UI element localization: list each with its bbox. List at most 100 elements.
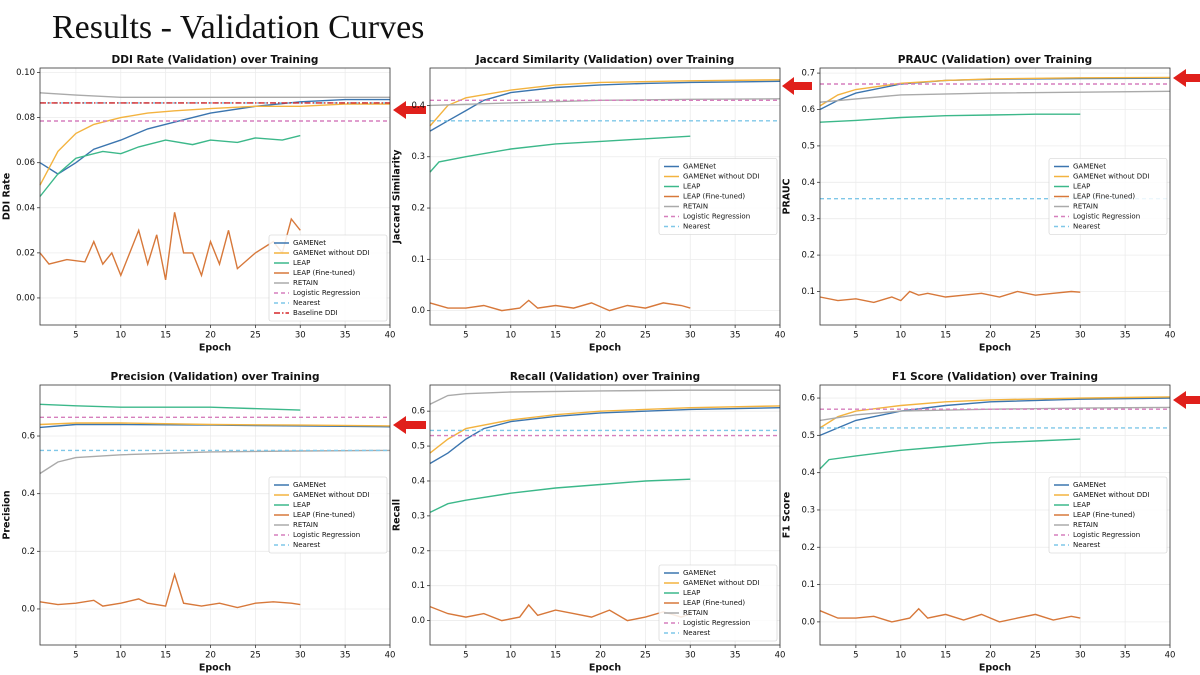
legend-label: GAMENet <box>1073 163 1106 171</box>
x-tick-label: 35 <box>340 651 351 661</box>
x-tick-label: 20 <box>595 651 606 661</box>
y-axis-label: Recall <box>392 499 403 531</box>
legend-label: Nearest <box>1073 223 1101 231</box>
series-line <box>39 422 391 427</box>
x-tick-label: 20 <box>985 651 996 661</box>
chart-panel: Recall (Validation) over Training Epoch Re… <box>392 371 786 674</box>
x-tick-label: 35 <box>1120 651 1131 661</box>
x-tick-label: 40 <box>385 331 396 341</box>
plot-frame <box>819 67 1171 326</box>
legend-label: Logistic Regression <box>293 531 360 539</box>
legend-label: Nearest <box>683 629 711 637</box>
legend-label: LEAP (Fine-tuned) <box>683 193 745 201</box>
legend-label: Baseline DDI <box>293 309 338 317</box>
y-tick-label: 0.4 <box>411 101 425 111</box>
series-line <box>39 98 390 175</box>
x-tick-label: 35 <box>730 651 741 661</box>
legend-box <box>1048 158 1168 235</box>
legend: GAMENet GAMENet without DDI LEAP LEAP (Fine… <box>658 564 778 642</box>
series-line <box>819 607 1081 623</box>
plot-frame <box>819 384 1171 646</box>
x-tick-label: 10 <box>505 651 516 661</box>
arrow <box>393 416 426 434</box>
x-tick-label: 30 <box>685 331 696 341</box>
x-tick-label: 10 <box>115 651 126 661</box>
y-tick-label: 0.3 <box>801 214 815 224</box>
chart-title: Precision (Validation) over Training <box>111 371 320 383</box>
x-tick-label: 15 <box>940 651 951 661</box>
legend-label: GAMENet <box>293 239 326 247</box>
x-axis-label: Epoch <box>979 343 1011 354</box>
legend-label: GAMENet without DDI <box>293 249 370 257</box>
y-tick-label: 0.6 <box>801 394 815 404</box>
legend-label: RETAIN <box>293 521 318 529</box>
legend: GAMENet GAMENet without DDI LEAP LEAP (Fine… <box>268 234 388 322</box>
x-axis-label: Epoch <box>199 343 231 354</box>
legend-label: LEAP (Fine-tuned) <box>293 269 355 277</box>
legend-label: GAMENet without DDI <box>1073 173 1150 181</box>
series-line <box>429 478 691 514</box>
legend-box <box>658 158 778 235</box>
x-tick-label: 20 <box>205 331 216 341</box>
x-tick-label: 10 <box>895 651 906 661</box>
chart-panel: F1 Score (Validation) over Training Epoch… <box>782 371 1176 674</box>
series-line <box>819 396 1171 429</box>
x-tick-label: 40 <box>1165 651 1176 661</box>
legend: GAMENet GAMENet without DDI LEAP LEAP (Fine… <box>268 476 388 554</box>
series-line <box>429 603 691 622</box>
y-tick-label: 0.4 <box>801 468 815 478</box>
chart-title: DDI Rate (Validation) over Training <box>112 54 319 66</box>
y-tick-label: 0.0 <box>21 604 35 614</box>
y-tick-label: 0.6 <box>801 105 815 115</box>
x-tick-label: 25 <box>640 331 651 341</box>
legend-label: LEAP <box>293 259 310 267</box>
legend-label: LEAP (Fine-tuned) <box>1073 193 1135 201</box>
x-tick-label: 10 <box>115 331 126 341</box>
x-tick-label: 40 <box>775 651 786 661</box>
y-tick-label: 0.1 <box>801 287 815 297</box>
y-tick-label: 0.2 <box>411 204 425 214</box>
x-tick-label: 5 <box>853 331 858 341</box>
x-tick-label: 25 <box>250 651 261 661</box>
series-line <box>39 103 390 186</box>
series-line <box>819 397 1171 437</box>
legend-label: GAMENet <box>683 163 716 171</box>
series-line <box>39 134 301 197</box>
x-tick-label: 30 <box>295 651 306 661</box>
legend-label: LEAP (Fine-tuned) <box>683 599 745 607</box>
plot-frame <box>429 67 781 326</box>
x-tick-label: 15 <box>940 331 951 341</box>
legend-label: LEAP <box>293 501 310 509</box>
series-line <box>819 438 1081 470</box>
arrow <box>1173 391 1200 409</box>
y-axis-label: Precision <box>2 490 13 539</box>
series-line <box>819 290 1081 304</box>
x-tick-label: 40 <box>1165 331 1176 341</box>
series-line <box>39 403 301 411</box>
x-tick-label: 40 <box>775 331 786 341</box>
y-axis-label: F1 Score <box>782 492 793 539</box>
series-line <box>429 407 781 465</box>
x-tick-label: 15 <box>160 651 171 661</box>
legend-label: RETAIN <box>683 609 708 617</box>
series-line <box>819 76 1171 107</box>
y-tick-label: 0.5 <box>411 442 425 452</box>
x-tick-label: 40 <box>385 651 396 661</box>
legend-box <box>268 234 388 322</box>
series-line <box>429 299 691 312</box>
legend: GAMENet GAMENet without DDI LEAP LEAP (Fine… <box>1048 476 1168 554</box>
legend-label: LEAP (Fine-tuned) <box>1073 511 1135 519</box>
legend: GAMENet GAMENet without DDI LEAP LEAP (Fine… <box>1048 158 1168 235</box>
x-tick-label: 5 <box>73 331 78 341</box>
legend-label: LEAP <box>683 183 700 191</box>
y-tick-label: 0.00 <box>16 293 35 303</box>
x-tick-label: 35 <box>730 331 741 341</box>
y-tick-label: 0.04 <box>16 203 35 213</box>
chart-panel: PRAUC (Validation) over Training Epoch PRA… <box>782 54 1176 354</box>
x-tick-label: 25 <box>250 331 261 341</box>
x-tick-label: 15 <box>160 331 171 341</box>
legend-label: LEAP <box>1073 183 1090 191</box>
y-tick-label: 0.1 <box>801 580 815 590</box>
series-line <box>39 92 390 99</box>
x-axis-label: Epoch <box>589 663 621 674</box>
